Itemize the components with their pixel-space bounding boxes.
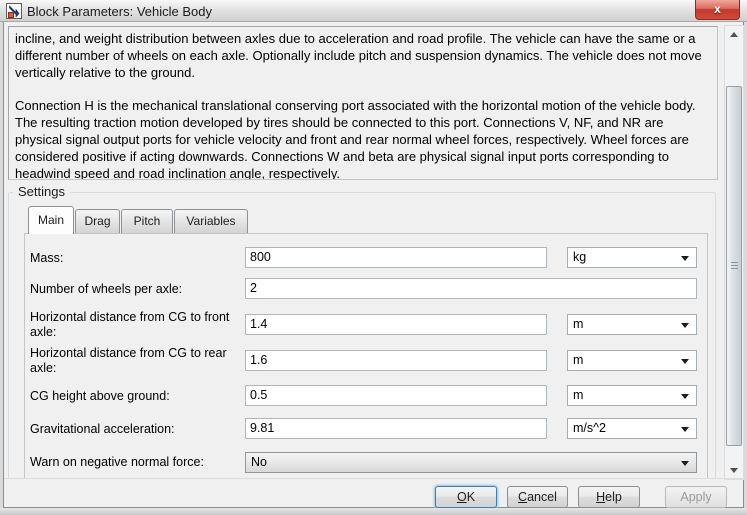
gravitational-acceleration-unit-value: m/s^2	[573, 421, 606, 435]
mass-unit-value: kg	[573, 250, 587, 264]
warn-negative-force-label: Warn on negative normal force:	[30, 455, 204, 469]
cg-height-input[interactable]: 0.5	[245, 385, 547, 406]
cg-rear-axle-unit-value: m	[573, 353, 584, 367]
cg-front-axle-input[interactable]: 1.4	[245, 314, 547, 335]
window-bottom-border	[0, 508, 747, 515]
scrollbar-thumb[interactable]	[726, 86, 742, 446]
arrow-up-icon	[730, 32, 738, 37]
ok-rest: K	[466, 490, 476, 504]
mass-input[interactable]: 800	[245, 247, 547, 268]
chevron-down-icon	[681, 359, 689, 364]
tab-pitch[interactable]: Pitch	[121, 209, 173, 233]
description-paragraph-1: incline, and weight distribution between…	[15, 31, 702, 80]
cg-rear-axle-input[interactable]: 1.6	[245, 350, 547, 371]
apply-button[interactable]: Apply	[665, 486, 727, 508]
title-bar[interactable]: Block Parameters: Vehicle Body x	[0, 0, 747, 22]
cg-front-axle-unit-value: m	[573, 317, 584, 331]
scroll-up-button[interactable]	[725, 26, 743, 43]
settings-group-label: Settings	[13, 184, 70, 199]
gravitational-acceleration-unit-combo[interactable]: m/s^2	[567, 418, 697, 439]
help-rest: elp	[605, 490, 622, 504]
description-paragraph-2: Connection H is the mechanical translati…	[15, 98, 696, 180]
mass-unit-combo[interactable]: kg	[567, 247, 697, 268]
gravitational-acceleration-input[interactable]: 9.81	[245, 418, 547, 439]
wheels-per-axle-label: Number of wheels per axle:	[30, 282, 183, 296]
warn-negative-force-value: No	[251, 455, 267, 469]
ok-mnemonic: O	[456, 490, 467, 504]
cg-height-label: CG height above ground:	[30, 389, 170, 403]
cg-height-unit-value: m	[573, 388, 584, 402]
ok-button[interactable]: OK	[435, 486, 497, 508]
chevron-down-icon	[681, 427, 689, 432]
cancel-button[interactable]: Cancel	[507, 486, 568, 508]
vertical-scrollbar[interactable]	[724, 25, 744, 480]
cg-rear-axle-label: Horizontal distance from CG to rear axle…	[30, 346, 227, 375]
simulink-block-icon	[6, 3, 22, 19]
tab-drag[interactable]: Drag	[75, 209, 120, 233]
cg-height-unit-combo[interactable]: m	[567, 385, 697, 406]
scroll-down-button[interactable]	[725, 462, 743, 479]
cancel-rest: ancel	[527, 490, 557, 504]
arrow-down-icon	[730, 468, 738, 473]
block-description: incline, and weight distribution between…	[8, 26, 718, 180]
mass-label: Mass:	[30, 251, 64, 265]
close-button[interactable]: x	[695, 0, 740, 20]
chevron-down-icon	[681, 394, 689, 399]
warn-negative-force-dropdown[interactable]: No	[245, 452, 697, 473]
gravitational-acceleration-label: Gravitational acceleration:	[30, 422, 175, 436]
cg-front-axle-label: Horizontal distance from CG to front axl…	[30, 310, 230, 339]
tab-variables[interactable]: Variables	[174, 209, 248, 233]
cg-front-axle-unit-combo[interactable]: m	[567, 314, 697, 335]
help-button[interactable]: Help	[578, 486, 640, 508]
wheels-per-axle-input[interactable]: 2	[245, 278, 697, 299]
tab-main[interactable]: Main	[28, 206, 74, 234]
cancel-mnemonic: C	[518, 490, 528, 504]
settings-groupbox	[8, 192, 716, 478]
cg-rear-axle-unit-combo[interactable]: m	[567, 350, 697, 371]
chevron-down-icon	[681, 256, 689, 261]
footer-divider	[4, 478, 743, 479]
window-title: Block Parameters: Vehicle Body	[27, 4, 212, 19]
help-mnemonic: H	[596, 490, 606, 504]
chevron-down-icon	[681, 461, 689, 466]
thumb-grip-icon	[731, 262, 738, 270]
chevron-down-icon	[681, 323, 689, 328]
